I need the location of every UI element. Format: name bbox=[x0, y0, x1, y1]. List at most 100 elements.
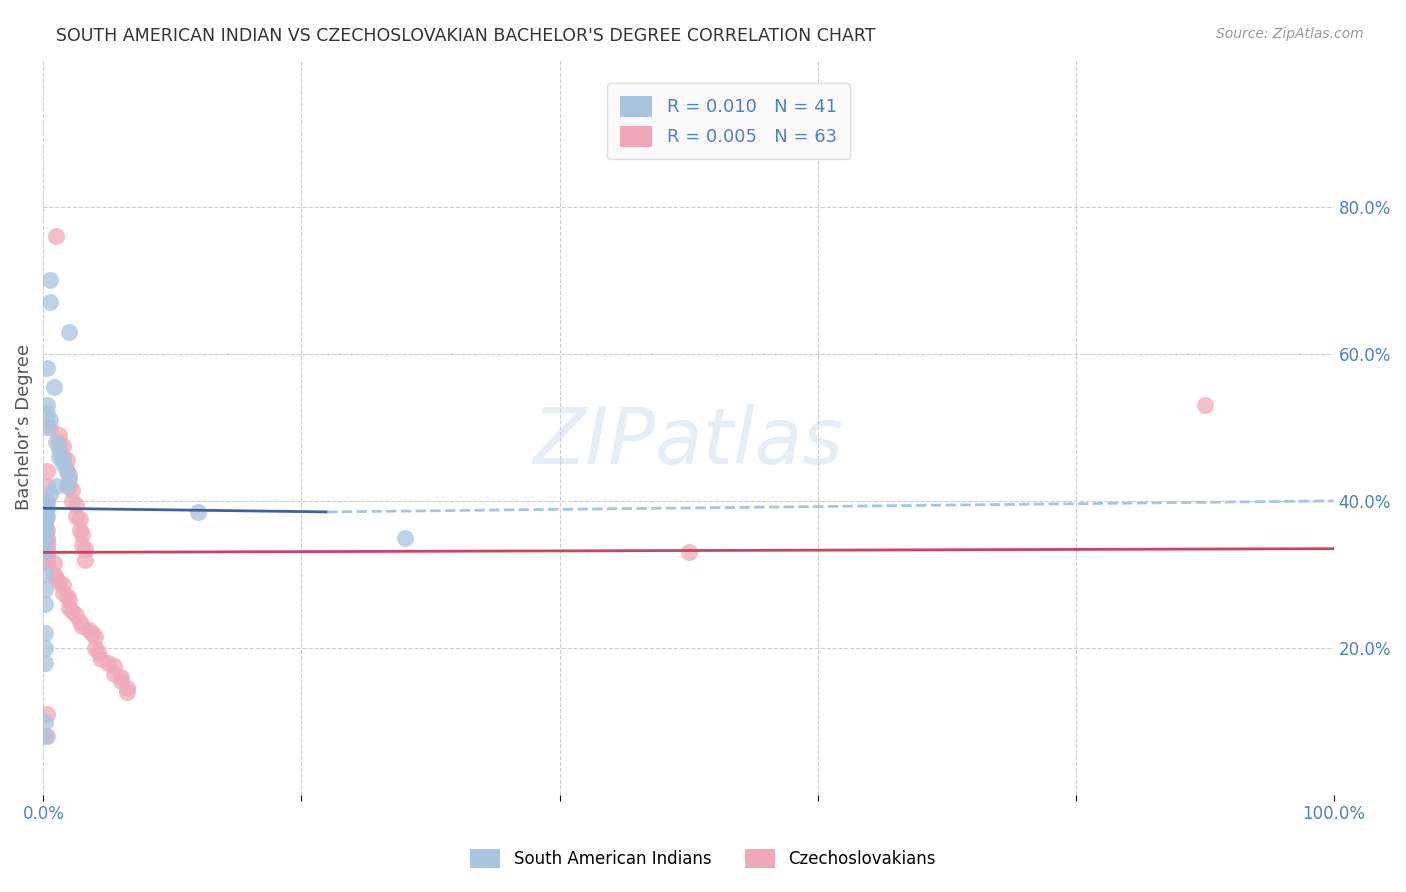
Point bbox=[48, 427, 70, 442]
Point bbox=[37, 552, 59, 566]
Point bbox=[35, 512, 58, 526]
Point bbox=[58, 479, 80, 493]
Point bbox=[65, 498, 87, 512]
Point bbox=[55, 590, 77, 604]
Point bbox=[37, 531, 59, 545]
Point bbox=[86, 645, 108, 659]
Point bbox=[69, 524, 91, 538]
Point bbox=[37, 494, 59, 508]
Point bbox=[45, 571, 67, 585]
Point bbox=[37, 494, 59, 508]
Point bbox=[37, 538, 59, 552]
Point bbox=[34, 516, 56, 530]
Point bbox=[58, 468, 80, 483]
Point bbox=[37, 398, 59, 412]
Point bbox=[84, 640, 107, 655]
Point bbox=[37, 557, 59, 571]
Point bbox=[34, 597, 56, 611]
Point bbox=[38, 295, 60, 310]
Point bbox=[38, 420, 60, 434]
Point bbox=[45, 435, 67, 450]
Point bbox=[34, 567, 56, 582]
Point bbox=[394, 531, 416, 545]
Point bbox=[34, 626, 56, 640]
Point bbox=[97, 656, 120, 670]
Point bbox=[37, 541, 59, 556]
Point bbox=[37, 406, 59, 420]
Point bbox=[58, 472, 80, 486]
Point bbox=[37, 508, 59, 523]
Point bbox=[42, 380, 65, 394]
Point bbox=[34, 656, 56, 670]
Point bbox=[58, 593, 80, 607]
Point bbox=[34, 729, 56, 743]
Point bbox=[90, 652, 112, 666]
Point bbox=[52, 578, 75, 592]
Text: Source: ZipAtlas.com: Source: ZipAtlas.com bbox=[1216, 27, 1364, 41]
Text: SOUTH AMERICAN INDIAN VS CZECHOSLOVAKIAN BACHELOR'S DEGREE CORRELATION CHART: SOUTH AMERICAN INDIAN VS CZECHOSLOVAKIAN… bbox=[56, 27, 876, 45]
Point bbox=[110, 674, 132, 689]
Legend: South American Indians, Czechoslovakians: South American Indians, Czechoslovakians bbox=[464, 842, 942, 875]
Point bbox=[77, 623, 100, 637]
Point bbox=[35, 505, 58, 519]
Point bbox=[48, 435, 70, 450]
Point bbox=[187, 505, 209, 519]
Point bbox=[34, 534, 56, 549]
Point bbox=[42, 567, 65, 582]
Point bbox=[48, 442, 70, 457]
Point bbox=[55, 479, 77, 493]
Point bbox=[37, 549, 59, 563]
Point bbox=[60, 604, 83, 618]
Point bbox=[37, 361, 59, 376]
Point bbox=[103, 666, 125, 681]
Point bbox=[45, 479, 67, 493]
Point bbox=[35, 508, 58, 523]
Point bbox=[58, 600, 80, 615]
Text: ZIPatlas: ZIPatlas bbox=[533, 404, 844, 480]
Point bbox=[117, 685, 139, 699]
Point bbox=[34, 527, 56, 541]
Point bbox=[103, 659, 125, 673]
Point bbox=[48, 574, 70, 589]
Point bbox=[73, 552, 96, 566]
Point bbox=[69, 615, 91, 630]
Point bbox=[34, 519, 56, 533]
Point bbox=[58, 325, 80, 339]
Legend: R = 0.010   N = 41, R = 0.005   N = 63: R = 0.010 N = 41, R = 0.005 N = 63 bbox=[607, 83, 849, 160]
Point bbox=[42, 557, 65, 571]
Y-axis label: Bachelor’s Degree: Bachelor’s Degree bbox=[15, 344, 32, 510]
Point bbox=[37, 545, 59, 559]
Point bbox=[70, 527, 93, 541]
Point bbox=[70, 538, 93, 552]
Point bbox=[45, 229, 67, 244]
Point bbox=[84, 630, 107, 644]
Point bbox=[34, 640, 56, 655]
Point bbox=[73, 541, 96, 556]
Point bbox=[38, 413, 60, 427]
Point bbox=[52, 586, 75, 600]
Point bbox=[52, 450, 75, 464]
Point bbox=[117, 681, 139, 696]
Point bbox=[60, 494, 83, 508]
Point bbox=[69, 512, 91, 526]
Point bbox=[34, 545, 56, 559]
Point bbox=[52, 439, 75, 453]
Point bbox=[55, 453, 77, 467]
Point bbox=[110, 670, 132, 684]
Point bbox=[37, 465, 59, 479]
Point bbox=[52, 457, 75, 471]
Point bbox=[37, 501, 59, 516]
Point bbox=[65, 607, 87, 622]
Point bbox=[82, 626, 104, 640]
Point bbox=[60, 483, 83, 497]
Point bbox=[34, 714, 56, 729]
Point bbox=[37, 524, 59, 538]
Point bbox=[37, 534, 59, 549]
Point bbox=[37, 729, 59, 743]
Point bbox=[70, 619, 93, 633]
Point bbox=[37, 420, 59, 434]
Point bbox=[65, 508, 87, 523]
Point bbox=[35, 501, 58, 516]
Point bbox=[678, 545, 700, 559]
Point bbox=[38, 273, 60, 287]
